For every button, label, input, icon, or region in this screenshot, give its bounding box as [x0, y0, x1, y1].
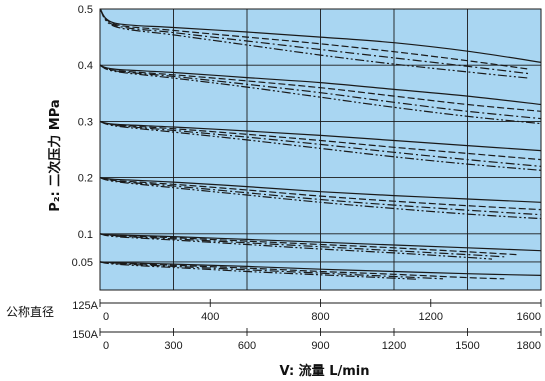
- curve-0.2-solid: [99, 177, 542, 203]
- x-tick-label: 1800: [517, 340, 541, 352]
- x-axis-title: V: 流量 L/min: [279, 363, 369, 379]
- nominal-diameter-label: 公称直径: [6, 305, 54, 319]
- curve-0.1-dashdotdot: [99, 233, 493, 260]
- x-axes: 0 400 800 1200 1600 125A 0 300 600 900 1200 1500 180…: [72, 299, 542, 352]
- curve-0.3-dashed: [99, 120, 542, 161]
- x-axis-150A: 0 300 600 900 1200 1500 1800 150A: [72, 328, 542, 352]
- x-tick-label: 800: [311, 311, 329, 323]
- x-tick-label: 900: [311, 340, 329, 352]
- y-tick-label: 0.3: [78, 116, 93, 128]
- curve-0.2-dashdotdot: [99, 177, 542, 220]
- y-tick-label: 0.1: [78, 229, 93, 241]
- y-axis-title: P₂: 二次压力 MPa: [47, 99, 63, 211]
- curve-0.5-dashdot: [99, 8, 529, 75]
- curve-0.1-dashdot: [99, 233, 505, 258]
- y-tick-label: 0.5: [78, 4, 93, 16]
- curve-0.1-solid: [99, 233, 542, 252]
- x-axis-125A: 0 400 800 1200 1600 125A: [72, 299, 542, 323]
- x-axis-name: 150A: [72, 329, 98, 341]
- curve-0.5-solid: [99, 8, 542, 63]
- y-tick-label: 0.4: [78, 60, 93, 72]
- x-tick-label: 400: [201, 311, 219, 323]
- curve-0.05-dashdotdot: [99, 261, 419, 280]
- curve-0.05-dashdot: [99, 261, 444, 280]
- y-tick-labels: 0.5 0.4 0.3 0.2 0.1 0.05: [72, 4, 93, 269]
- x-tick-label: 1200: [419, 311, 443, 323]
- curve-0.2-dashdot: [99, 177, 542, 216]
- curve-0.05-dashed: [99, 261, 505, 280]
- curve-0.4-dashdot: [99, 64, 542, 120]
- x-tick-label: 0: [103, 311, 109, 323]
- curve-0.5-dashdotdot: [99, 8, 529, 79]
- x-axis-name: 125A: [72, 300, 98, 312]
- curve-0.5-dashed: [99, 8, 529, 70]
- curve-0.3-dashdotdot: [99, 120, 542, 171]
- curve-0.3-dashdot: [99, 120, 542, 167]
- curve-0.1-dashed: [99, 233, 517, 256]
- curve-0.05-solid: [99, 261, 542, 276]
- x-tick-label: 1600: [517, 311, 541, 323]
- y-tick-label: 0.05: [72, 257, 93, 269]
- curve-0.4-solid: [99, 64, 542, 106]
- curve-0.4-dashdotdot: [99, 64, 542, 125]
- plot-frame: [99, 8, 542, 291]
- curves: [99, 8, 542, 280]
- y-tick-label: 0.2: [78, 173, 93, 185]
- x-tick-label: 1200: [382, 340, 406, 352]
- x-tick-label: 1500: [455, 340, 479, 352]
- x-tick-label: 300: [164, 340, 182, 352]
- x-tick-label: 600: [238, 340, 256, 352]
- curve-0.2-dashed: [99, 177, 542, 211]
- x-tick-label: 0: [103, 340, 109, 352]
- grid-lines: [100, 8, 542, 290]
- curve-0.3-solid: [99, 120, 542, 152]
- curve-0.4-dashed: [99, 64, 542, 112]
